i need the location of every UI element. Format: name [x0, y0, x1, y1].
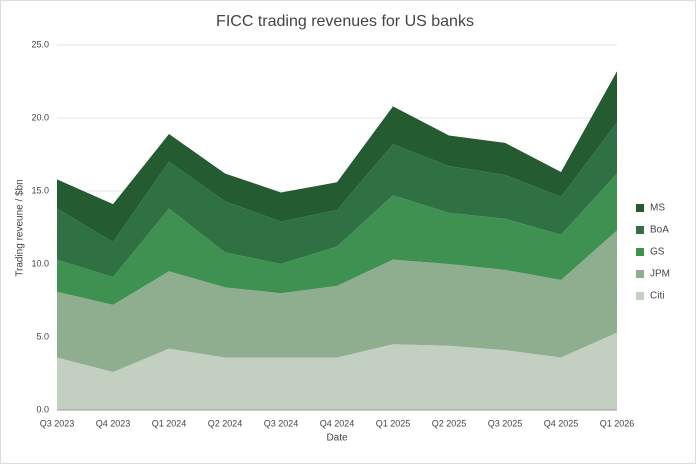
legend-swatch [636, 226, 644, 234]
y-tick-label: 25.0 [31, 39, 49, 49]
y-tick-label: 0.0 [36, 404, 49, 414]
legend-label: GS [650, 247, 665, 258]
legend-label: BoA [650, 225, 669, 236]
legend-swatch [636, 292, 644, 300]
x-tick-label: Q1 2026 [600, 418, 635, 428]
legend-swatch [636, 270, 644, 278]
y-tick-label: 10.0 [31, 258, 49, 268]
legend-label: Citi [650, 291, 664, 302]
x-tick-label: Q3 2023 [40, 418, 75, 428]
area [57, 173, 617, 305]
area [57, 71, 617, 243]
legend-swatch [636, 204, 644, 212]
x-tick-label: Q2 2024 [208, 418, 243, 428]
x-tick-label: Q3 2024 [264, 418, 299, 428]
x-tick-label: Q2 2025 [432, 418, 467, 428]
legend-label: JPM [650, 269, 670, 280]
x-tick-label: Q4 2025 [544, 418, 579, 428]
area [57, 122, 617, 278]
area [57, 230, 617, 373]
y-tick-label: 20.0 [31, 112, 49, 122]
x-tick-label: Q4 2023 [96, 418, 131, 428]
x-tick-label: Q4 2024 [320, 418, 355, 428]
chart-title: FICC trading revenues for US banks [216, 13, 474, 30]
y-tick-label: 5.0 [36, 331, 49, 341]
x-tick-label: Q3 2025 [488, 418, 523, 428]
legend-label: MS [650, 203, 665, 214]
area [57, 332, 617, 410]
x-tick-label: Q1 2025 [376, 418, 411, 428]
x-tick-label: Q1 2024 [152, 418, 187, 428]
y-axis-title: Trading reveune / $bn [15, 179, 26, 276]
x-axis-title: Date [326, 433, 348, 444]
legend-swatch [636, 248, 644, 256]
y-tick-label: 15.0 [31, 185, 49, 195]
